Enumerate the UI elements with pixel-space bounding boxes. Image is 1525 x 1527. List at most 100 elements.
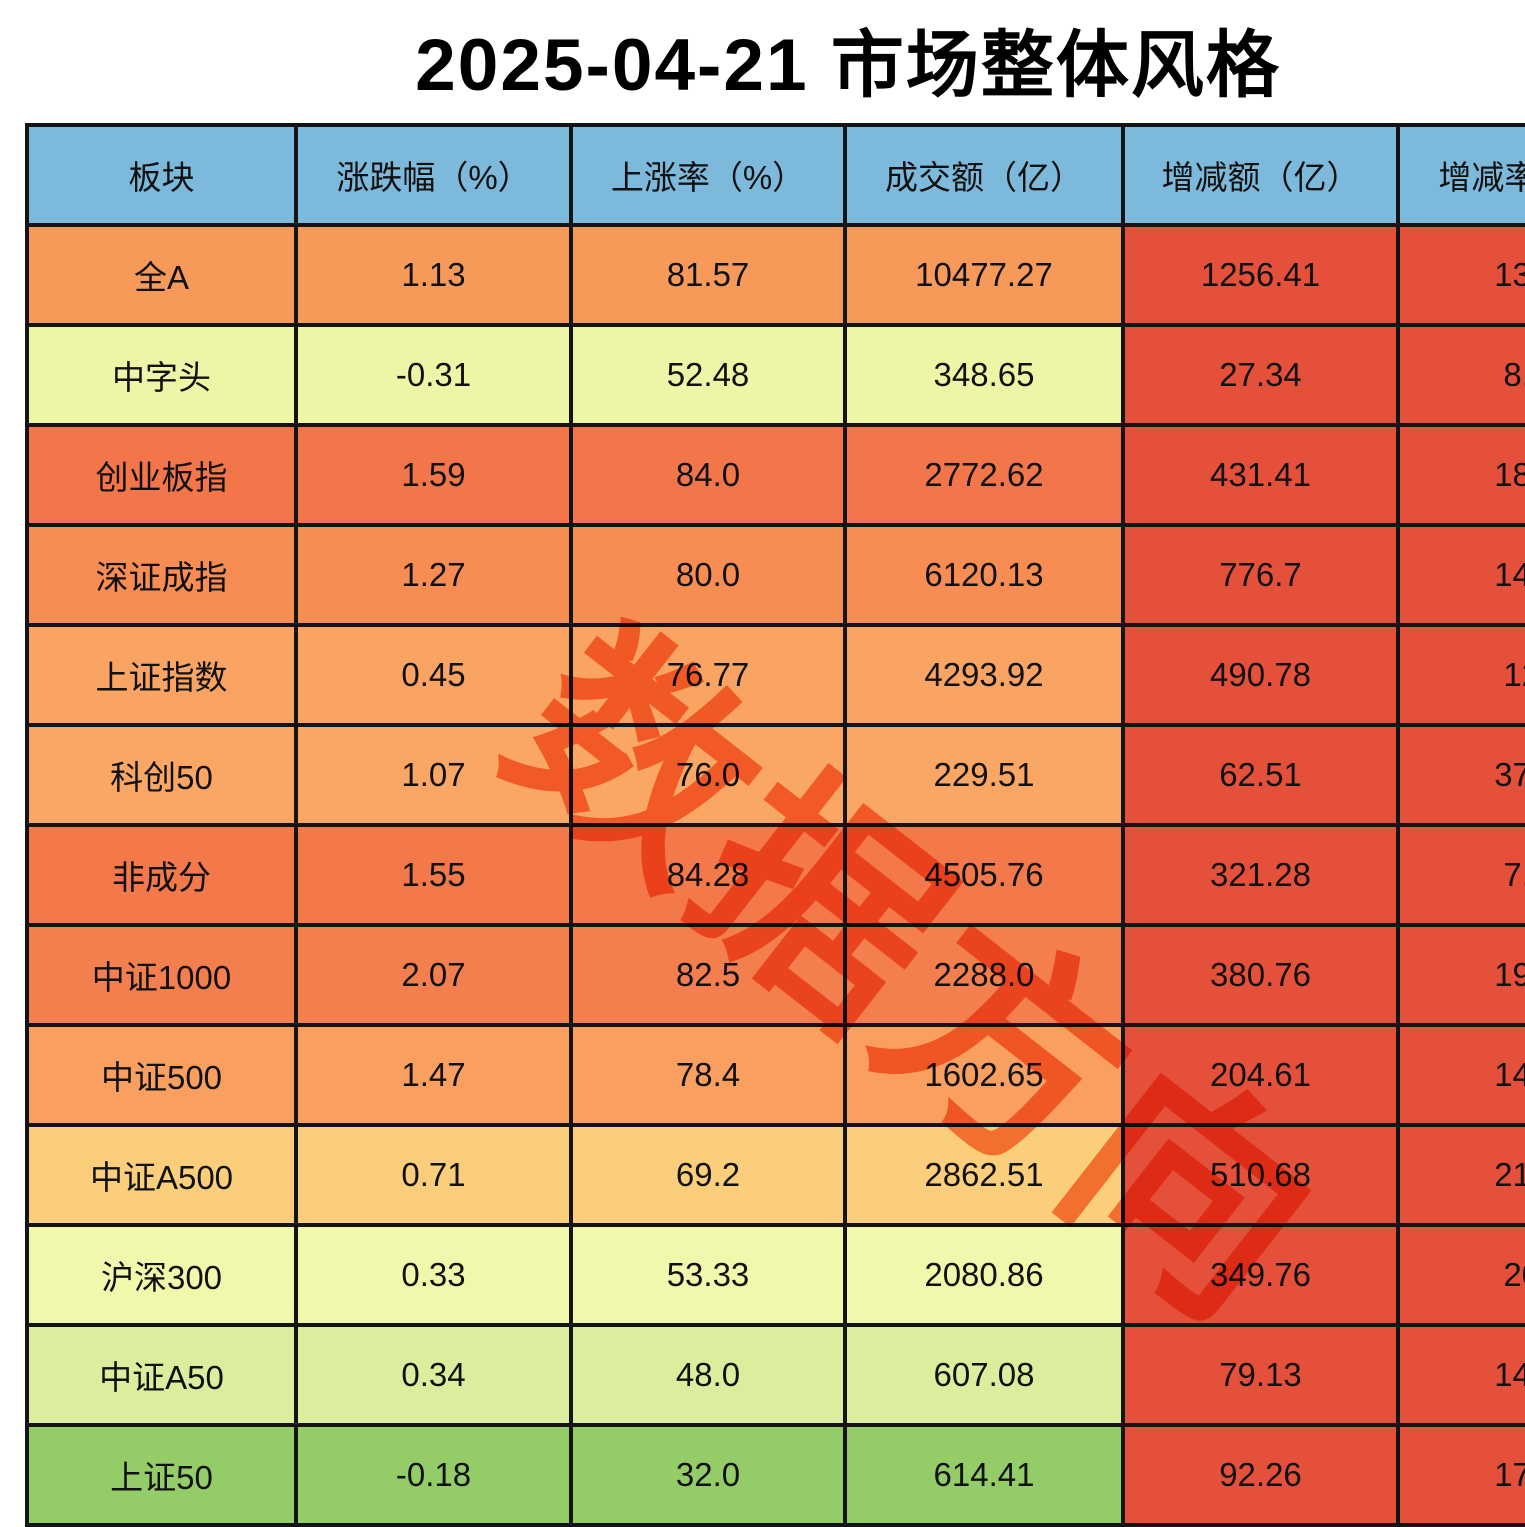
- cell-turnover: 607.08: [843, 1323, 1125, 1427]
- cell-delta-ratio: 12.9: [1396, 623, 1525, 727]
- cell-delta-amount: 321.28: [1121, 823, 1400, 927]
- table-row: 沪深300 0.33 53.33 2080.86 349.76 20.2: [25, 1223, 1525, 1327]
- table-row: 全A 1.13 81.57 10477.27 1256.41 13.63: [25, 223, 1525, 327]
- table-row: 创业板指 1.59 84.0 2772.62 431.41 18.43: [25, 423, 1525, 527]
- sector-name: 深证成指: [25, 523, 298, 627]
- col-header-turnover: 成交额（亿）: [843, 123, 1125, 227]
- cell-delta-ratio: 18.43: [1396, 423, 1525, 527]
- cell-up-ratio: 81.57: [569, 223, 847, 327]
- cell-change-pct: -0.18: [294, 1423, 573, 1527]
- table-row: 深证成指 1.27 80.0 6120.13 776.7 14.54: [25, 523, 1525, 627]
- sector-name: 中证A500: [25, 1123, 298, 1227]
- sector-name: 中证1000: [25, 923, 298, 1027]
- cell-change-pct: 1.59: [294, 423, 573, 527]
- col-header-up-ratio: 上涨率（%）: [569, 123, 847, 227]
- cell-delta-ratio: 13.63: [1396, 223, 1525, 327]
- col-header-sector: 板块: [25, 123, 298, 227]
- cell-delta-ratio: 8.51: [1396, 323, 1525, 427]
- sector-name: 沪深300: [25, 1223, 298, 1327]
- cell-turnover: 10477.27: [843, 223, 1125, 327]
- cell-turnover: 1602.65: [843, 1023, 1125, 1127]
- market-table-wrap: 板块 涨跌幅（%） 上涨率（%） 成交额（亿） 增减额（亿） 增减率（%） 全A…: [25, 123, 1525, 1527]
- cell-turnover: 4505.76: [843, 823, 1125, 927]
- cell-turnover: 229.51: [843, 723, 1125, 827]
- cell-delta-amount: 92.26: [1121, 1423, 1400, 1527]
- table-row: 中字头 -0.31 52.48 348.65 27.34 8.51: [25, 323, 1525, 427]
- cell-delta-ratio: 20.2: [1396, 1223, 1525, 1327]
- cell-up-ratio: 52.48: [569, 323, 847, 427]
- cell-change-pct: 2.07: [294, 923, 573, 1027]
- sector-name: 创业板指: [25, 423, 298, 527]
- cell-turnover: 6120.13: [843, 523, 1125, 627]
- cell-delta-ratio: 14.99: [1396, 1323, 1525, 1427]
- table-row: 上证50 -0.18 32.0 614.41 92.26 17.67: [25, 1423, 1525, 1527]
- sector-name: 非成分: [25, 823, 298, 927]
- cell-delta-ratio: 37.43: [1396, 723, 1525, 827]
- cell-delta-amount: 1256.41: [1121, 223, 1400, 327]
- cell-up-ratio: 53.33: [569, 1223, 847, 1327]
- cell-turnover: 348.65: [843, 323, 1125, 427]
- cell-change-pct: 1.47: [294, 1023, 573, 1127]
- cell-up-ratio: 69.2: [569, 1123, 847, 1227]
- cell-up-ratio: 80.0: [569, 523, 847, 627]
- cell-change-pct: 0.45: [294, 623, 573, 727]
- cell-up-ratio: 84.0: [569, 423, 847, 527]
- cell-change-pct: 1.55: [294, 823, 573, 927]
- cell-delta-amount: 79.13: [1121, 1323, 1400, 1427]
- cell-up-ratio: 78.4: [569, 1023, 847, 1127]
- cell-delta-ratio: 21.71: [1396, 1123, 1525, 1227]
- cell-up-ratio: 32.0: [569, 1423, 847, 1527]
- cell-delta-amount: 380.76: [1121, 923, 1400, 1027]
- col-header-delta-amount: 增减额（亿）: [1121, 123, 1400, 227]
- cell-change-pct: 0.33: [294, 1223, 573, 1327]
- sector-name: 上证指数: [25, 623, 298, 727]
- cell-change-pct: 1.27: [294, 523, 573, 627]
- sector-name: 上证50: [25, 1423, 298, 1527]
- cell-change-pct: 1.13: [294, 223, 573, 327]
- cell-delta-ratio: 14.64: [1396, 1023, 1525, 1127]
- cell-delta-amount: 62.51: [1121, 723, 1400, 827]
- table-row: 中证500 1.47 78.4 1602.65 204.61 14.64: [25, 1023, 1525, 1127]
- cell-up-ratio: 76.77: [569, 623, 847, 727]
- sector-name: 科创50: [25, 723, 298, 827]
- cell-delta-ratio: 17.67: [1396, 1423, 1525, 1527]
- cell-turnover: 2862.51: [843, 1123, 1125, 1227]
- cell-delta-ratio: 19.96: [1396, 923, 1525, 1027]
- table-row: 中证1000 2.07 82.5 2288.0 380.76 19.96: [25, 923, 1525, 1027]
- cell-delta-amount: 204.61: [1121, 1023, 1400, 1127]
- sector-name: 中证A50: [25, 1323, 298, 1427]
- table-row: 中证A50 0.34 48.0 607.08 79.13 14.99: [25, 1323, 1525, 1427]
- market-style-table: 板块 涨跌幅（%） 上涨率（%） 成交额（亿） 增减额（亿） 增减率（%） 全A…: [25, 123, 1525, 1527]
- cell-turnover: 614.41: [843, 1423, 1125, 1527]
- sector-name: 中证500: [25, 1023, 298, 1127]
- cell-change-pct: 1.07: [294, 723, 573, 827]
- cell-up-ratio: 76.0: [569, 723, 847, 827]
- cell-delta-amount: 431.41: [1121, 423, 1400, 527]
- cell-delta-amount: 510.68: [1121, 1123, 1400, 1227]
- sector-name: 全A: [25, 223, 298, 327]
- cell-delta-amount: 349.76: [1121, 1223, 1400, 1327]
- page-title: 2025-04-21 市场整体风格: [415, 25, 1281, 106]
- table-row: 科创50 1.07 76.0 229.51 62.51 37.43: [25, 723, 1525, 827]
- cell-delta-amount: 776.7: [1121, 523, 1400, 627]
- cell-up-ratio: 82.5: [569, 923, 847, 1027]
- cell-delta-ratio: 7.68: [1396, 823, 1525, 927]
- cell-turnover: 4293.92: [843, 623, 1125, 727]
- sector-name: 中字头: [25, 323, 298, 427]
- cell-turnover: 2080.86: [843, 1223, 1125, 1327]
- cell-change-pct: -0.31: [294, 323, 573, 427]
- cell-turnover: 2288.0: [843, 923, 1125, 1027]
- cell-change-pct: 0.71: [294, 1123, 573, 1227]
- cell-up-ratio: 84.28: [569, 823, 847, 927]
- cell-delta-amount: 490.78: [1121, 623, 1400, 727]
- col-header-delta-ratio: 增减率（%）: [1396, 123, 1525, 227]
- cell-turnover: 2772.62: [843, 423, 1125, 527]
- cell-up-ratio: 48.0: [569, 1323, 847, 1427]
- header-row: 板块 涨跌幅（%） 上涨率（%） 成交额（亿） 增减额（亿） 增减率（%）: [25, 123, 1525, 227]
- table-row: 中证A500 0.71 69.2 2862.51 510.68 21.71: [25, 1123, 1525, 1227]
- col-header-change-pct: 涨跌幅（%）: [294, 123, 573, 227]
- cell-delta-ratio: 14.54: [1396, 523, 1525, 627]
- cell-change-pct: 0.34: [294, 1323, 573, 1427]
- table-row: 非成分 1.55 84.28 4505.76 321.28 7.68: [25, 823, 1525, 927]
- table-row: 上证指数 0.45 76.77 4293.92 490.78 12.9: [25, 623, 1525, 727]
